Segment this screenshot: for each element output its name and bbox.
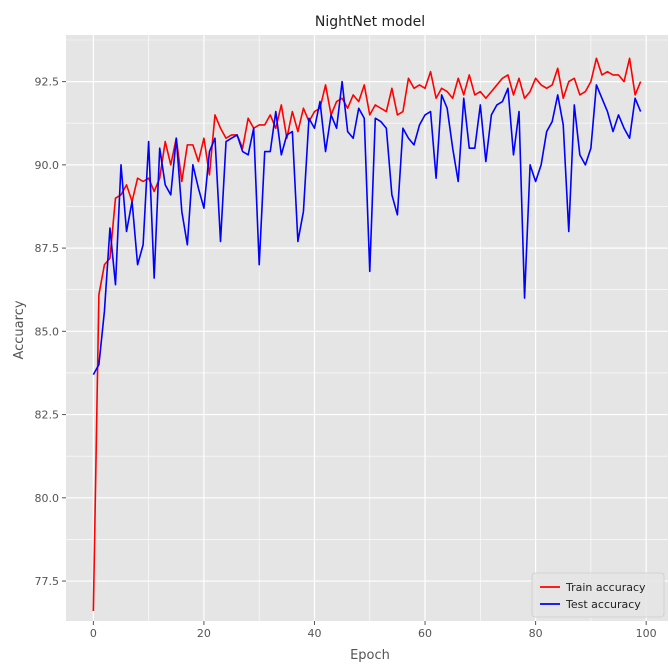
x-axis-label: Epoch bbox=[350, 648, 390, 663]
y-tick-label: 87.5 bbox=[35, 242, 60, 255]
x-tick-label: 0 bbox=[90, 627, 97, 640]
y-axis-label: Accuarcy bbox=[12, 300, 27, 359]
y-tick-label: 82.5 bbox=[35, 409, 60, 422]
y-tick-label: 92.5 bbox=[35, 76, 60, 89]
x-tick-label: 60 bbox=[418, 627, 432, 640]
train-accuracy-line bbox=[92, 57, 642, 612]
x-tick-label: 100 bbox=[636, 627, 657, 640]
x-tick-label: 40 bbox=[307, 627, 321, 640]
legend-box bbox=[531, 572, 665, 618]
y-tick-labels: 77.5 80.0 82.5 85.0 87.5 90.0 92.5 bbox=[35, 76, 66, 588]
chart-title: NightNet model bbox=[315, 14, 425, 30]
legend-label-test-accuracy: Test accuracy bbox=[565, 598, 641, 611]
legend: Train accuracy Test accuracy bbox=[531, 572, 665, 618]
legend-label-train-accuracy: Train accuracy bbox=[565, 581, 646, 594]
grid-lines bbox=[66, 35, 668, 621]
y-tick-label: 90.0 bbox=[35, 159, 60, 172]
y-tick-label: 80.0 bbox=[35, 492, 60, 505]
series-lines bbox=[92, 57, 642, 612]
x-tick-label: 20 bbox=[197, 627, 211, 640]
x-tick-labels: 0 20 40 60 80 100 bbox=[90, 621, 657, 640]
plot-area bbox=[66, 35, 668, 621]
y-tick-label: 77.5 bbox=[35, 575, 60, 588]
x-tick-label: 80 bbox=[529, 627, 543, 640]
y-tick-label: 85.0 bbox=[35, 325, 60, 338]
test-accuracy-line bbox=[92, 80, 642, 375]
